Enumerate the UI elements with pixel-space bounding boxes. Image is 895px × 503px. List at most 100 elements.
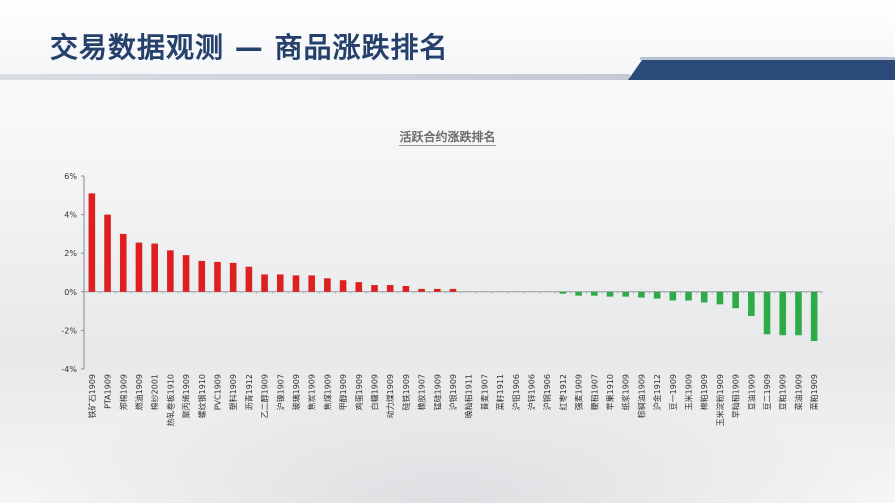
x-tick-label: 棉粕1909 — [699, 374, 709, 410]
bar — [119, 233, 127, 292]
x-tick-label: 白糖1909 — [369, 374, 379, 410]
x-tick-label: 棉纱2001 — [150, 374, 160, 410]
bar — [779, 291, 787, 336]
bar — [151, 243, 158, 292]
x-tick-label: 沪铝1906 — [511, 374, 521, 410]
bar — [198, 260, 206, 292]
bar — [653, 291, 661, 299]
bar — [229, 262, 237, 292]
bar — [308, 275, 315, 292]
chart-title: 活跃合约涨跌排名 — [0, 128, 895, 146]
x-tick-label: 热轧卷板1910 — [165, 374, 175, 426]
y-tick-label: 2% — [64, 249, 77, 258]
bar — [402, 286, 410, 292]
page-title: 交易数据观测 — 商品涨跌排名 — [50, 31, 449, 64]
title-accent-bar — [628, 60, 895, 80]
bar — [135, 242, 143, 292]
bar — [685, 291, 692, 301]
x-tick-label: 焦炭1909 — [307, 374, 317, 410]
y-tick-label: 4% — [64, 211, 77, 220]
x-tick-label: 苹果1910 — [605, 374, 615, 410]
x-tick-label: 沪铜1906 — [542, 374, 552, 410]
x-tick-label: 锰硅1909 — [432, 374, 442, 410]
x-tick-label: 晚籼稻1911 — [464, 374, 474, 418]
x-tick-label: 普麦1907 — [479, 374, 489, 410]
x-tick-label: 塑料1909 — [228, 374, 238, 410]
chart-title-text: 活跃合约涨跌排名 — [399, 130, 496, 146]
x-tick-label: 铁矿石1909 — [87, 374, 97, 418]
title-accent-highlight — [640, 57, 895, 60]
bar — [214, 261, 221, 292]
bar — [182, 255, 190, 292]
x-tick-label: 强麦1909 — [574, 374, 584, 410]
bar — [591, 291, 598, 296]
bar — [292, 275, 300, 292]
bar — [339, 280, 347, 292]
x-tick-label: 沪金1912 — [652, 374, 662, 410]
x-tick-label: 沥青1912 — [244, 374, 254, 410]
bar — [810, 291, 818, 342]
x-tick-label: 沪银1909 — [448, 374, 458, 410]
bar — [434, 288, 441, 292]
bar — [622, 291, 630, 297]
x-tick-label: 橡胶1907 — [417, 374, 427, 410]
x-tick-label: 玻璃1909 — [291, 374, 301, 410]
bar — [418, 288, 425, 292]
bar — [386, 285, 394, 292]
x-tick-label: 豆粕1909 — [778, 374, 788, 410]
bar — [732, 291, 739, 309]
x-tick-label: 硅铁1909 — [401, 374, 411, 410]
x-tick-label: 螺纹钢1910 — [197, 374, 207, 418]
x-tick-label: 早籼稻1909 — [731, 374, 741, 418]
bar — [324, 278, 331, 292]
x-tick-label: 甲醇1909 — [338, 374, 348, 410]
bar — [700, 291, 708, 303]
x-tick-label: PVC1909 — [213, 374, 222, 410]
x-tick-label: 乙二醇1909 — [260, 374, 270, 418]
x-tick-label: 粳稻1907 — [589, 374, 599, 410]
bar — [88, 193, 96, 292]
title-underline — [0, 74, 630, 80]
x-tick-label: 玉米淀粉1909 — [715, 374, 725, 426]
y-tick-label: 6% — [64, 172, 77, 181]
x-tick-label: 纸浆1909 — [621, 374, 631, 410]
x-tick-label: 豆油1909 — [746, 374, 756, 410]
bar — [371, 285, 378, 292]
y-tick-label: 0% — [64, 288, 77, 297]
bar — [276, 274, 284, 292]
bar — [261, 274, 268, 292]
bar — [748, 291, 755, 316]
bar — [449, 288, 457, 292]
x-tick-label: 聚丙烯1909 — [181, 374, 191, 418]
bar — [104, 214, 111, 292]
bar — [245, 266, 253, 292]
bar — [559, 291, 567, 294]
bar — [763, 291, 771, 335]
bar — [716, 291, 724, 305]
x-tick-label: 棕榈油1909 — [636, 374, 646, 418]
x-tick-label: 郑棉1909 — [118, 374, 128, 410]
x-tick-label: 菜油1909 — [793, 374, 803, 410]
x-tick-label: 菜粕1909 — [809, 374, 819, 410]
x-tick-label: 玉米1909 — [684, 374, 694, 410]
bar — [575, 291, 582, 296]
x-tick-label: PTA1909 — [104, 374, 113, 409]
x-tick-label: 动力煤1909 — [385, 374, 395, 418]
bar — [795, 291, 802, 336]
bar — [669, 291, 677, 301]
x-tick-label: 红枣1912 — [558, 374, 568, 410]
bar — [355, 282, 363, 292]
y-tick-label: -2% — [61, 326, 77, 335]
y-tick-label: -4% — [61, 365, 77, 374]
x-tick-label: 豆二1909 — [763, 374, 772, 410]
x-tick-label: 鸡蛋1909 — [354, 374, 364, 410]
bar — [638, 291, 645, 298]
background-decoration — [0, 383, 895, 503]
bar — [606, 291, 614, 297]
x-tick-label: 沪锌1906 — [527, 374, 537, 410]
bar — [167, 250, 174, 292]
x-tick-label: 沪镍1907 — [275, 374, 285, 410]
x-tick-label: 焦煤1909 — [322, 374, 332, 410]
x-tick-label: 燃油1909 — [134, 374, 144, 410]
